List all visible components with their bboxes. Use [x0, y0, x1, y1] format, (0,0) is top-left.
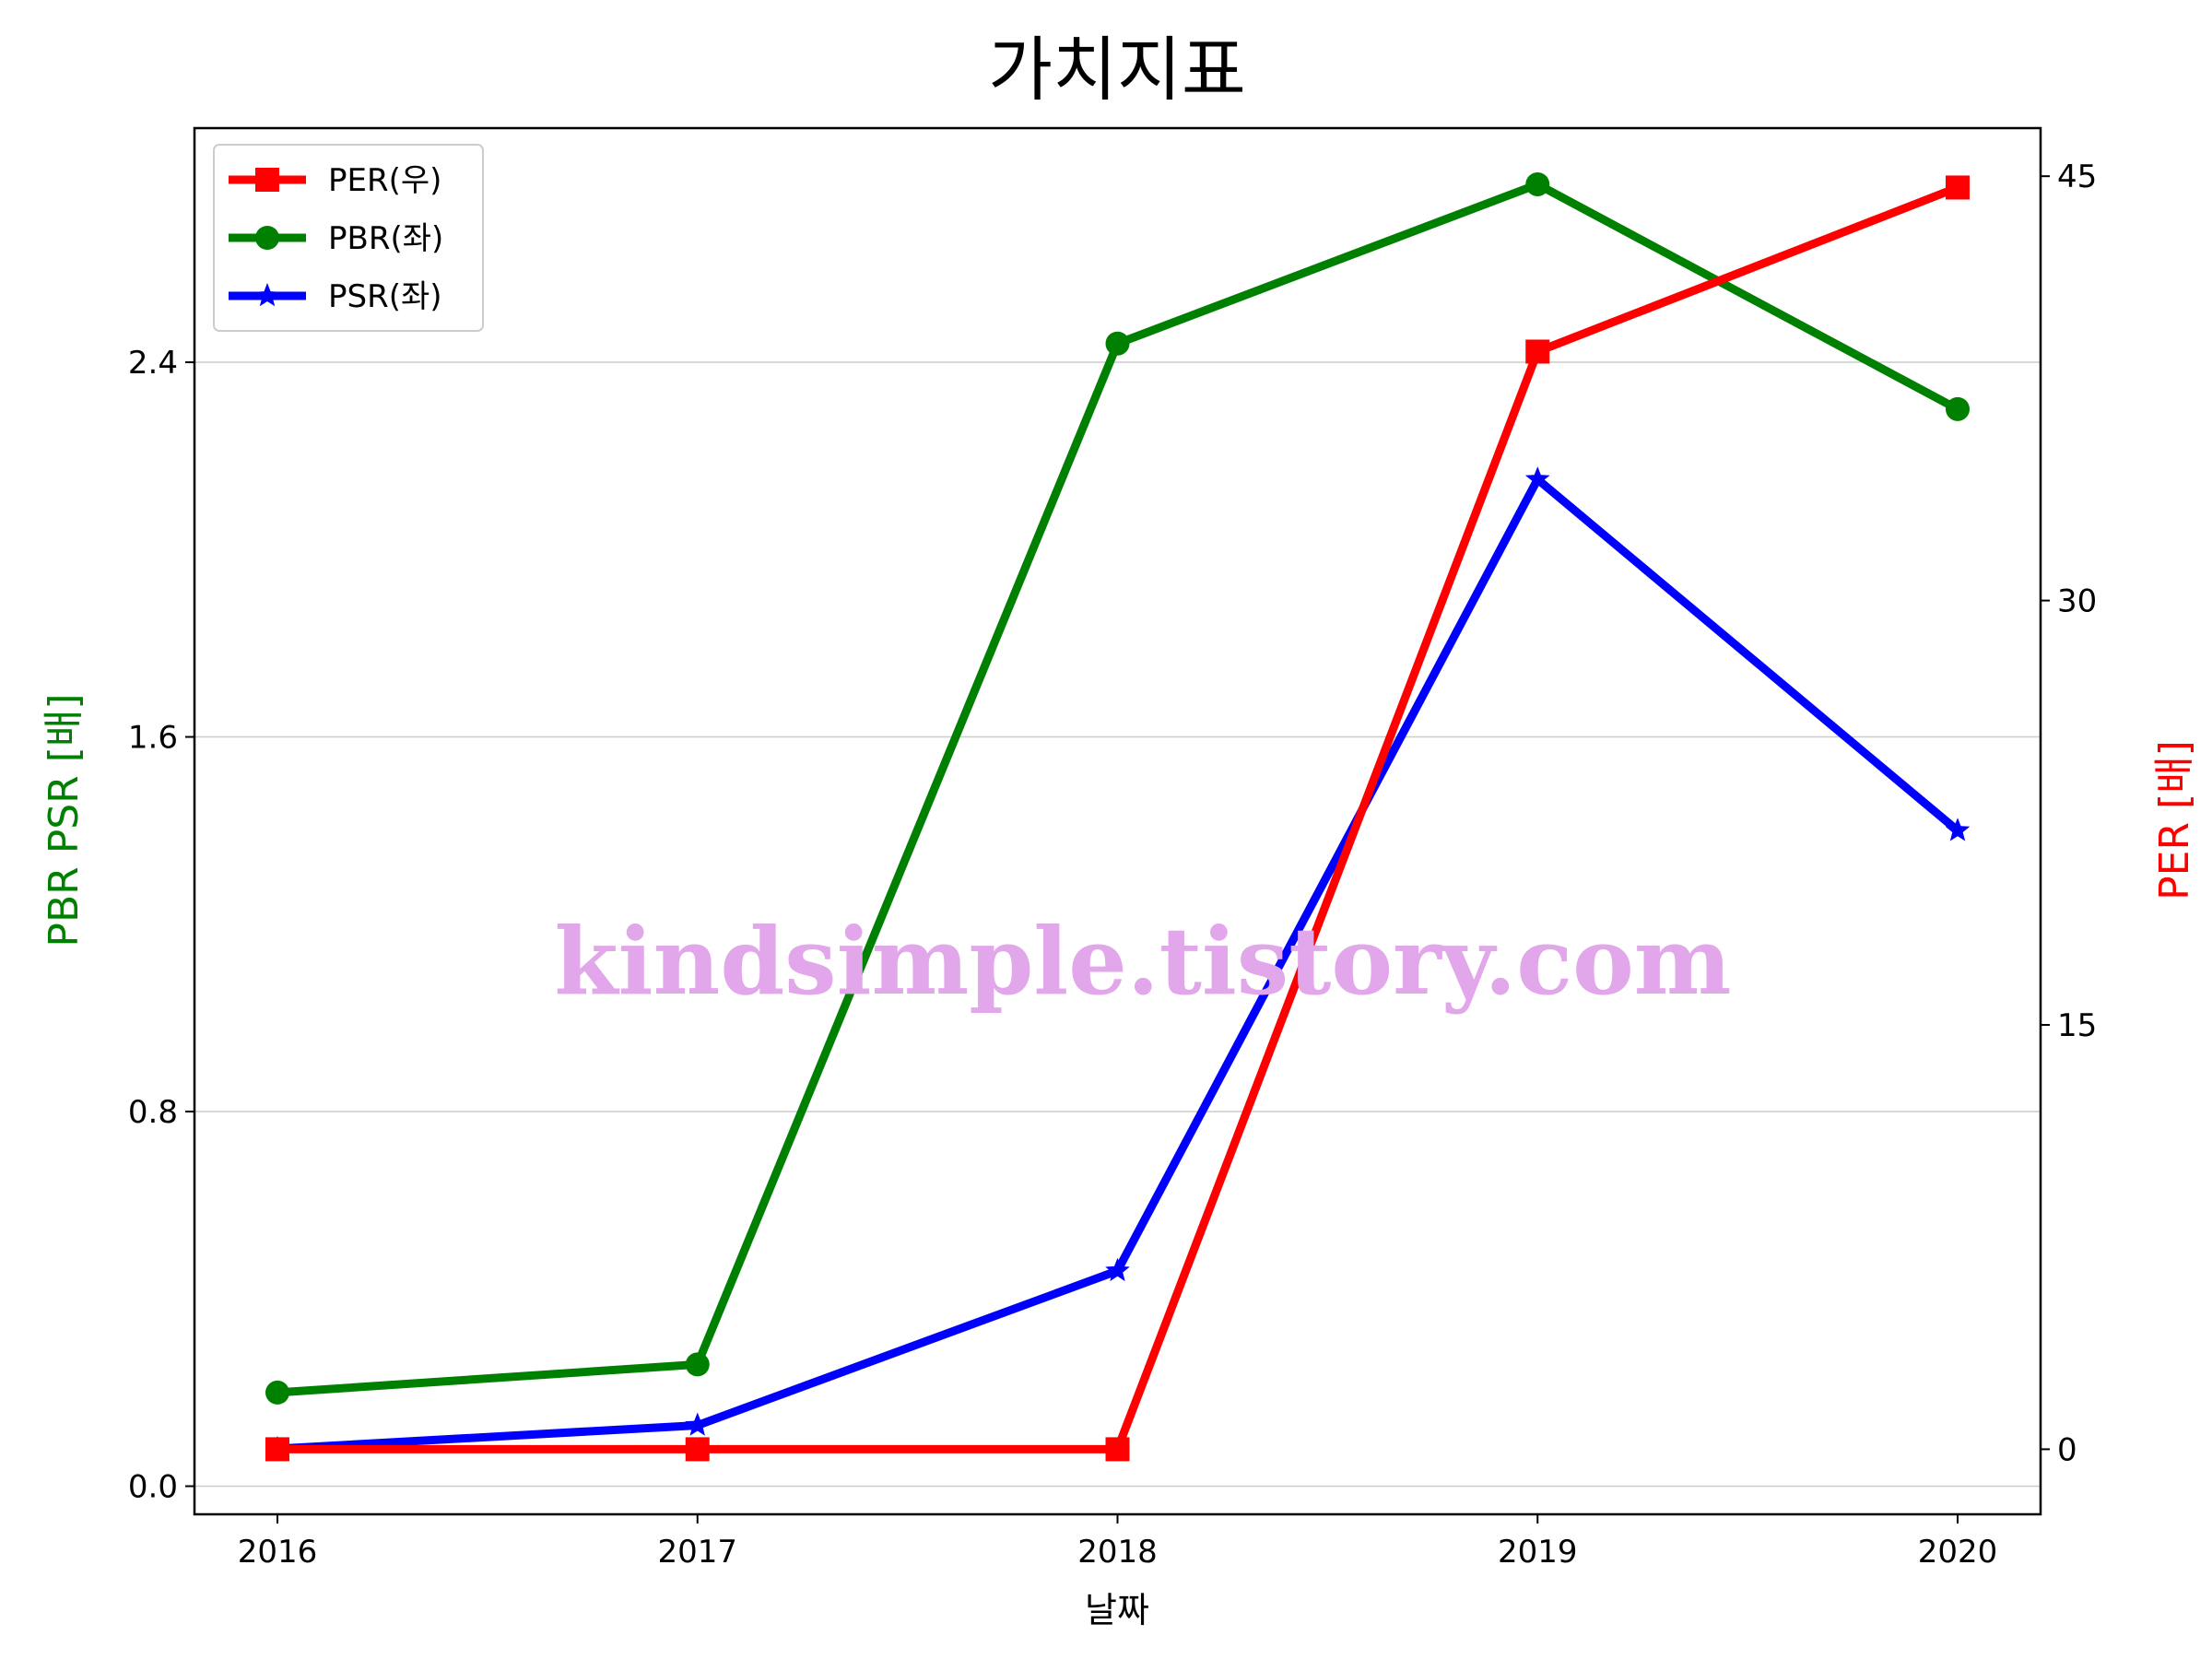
data-point-per: [265, 1437, 289, 1462]
legend-marker-psr: [254, 283, 280, 307]
x-tick-label: 2020: [1918, 1534, 1998, 1571]
data-point-per: [1105, 1437, 1130, 1462]
data-point-per: [1525, 339, 1550, 364]
data-point-pbr: [1525, 171, 1550, 196]
x-tick-label: 2016: [238, 1534, 318, 1571]
series-layer: [265, 171, 1971, 1462]
data-point-pbr: [1105, 331, 1130, 356]
y-right-tick-label: 0: [2057, 1431, 2077, 1468]
legend-label-psr: PSR(좌): [328, 278, 442, 315]
y-right-tick-label: 15: [2057, 1007, 2097, 1044]
y-left-tick-label: 1.6: [128, 720, 178, 757]
data-point-pbr: [265, 1380, 289, 1405]
data-point-psr: [1105, 1257, 1130, 1282]
legend-box: [213, 144, 484, 332]
y-axis-label-left: PBR PSR [배]: [41, 693, 88, 947]
grid-lines: [194, 361, 2041, 1488]
data-point-psr: [685, 1412, 711, 1436]
x-tick-label: 2019: [1498, 1534, 1578, 1571]
y-axis-label-right: PER [배]: [2151, 740, 2198, 900]
watermark: kindsimple.tistory.com: [554, 907, 1731, 1016]
x-tick-label: 2018: [1077, 1534, 1158, 1571]
y-right-tick-label: 45: [2057, 159, 2097, 195]
legend-label-per: PER(우): [328, 162, 441, 199]
data-point-pbr: [685, 1352, 710, 1377]
data-point-psr: [1524, 466, 1550, 490]
y-left-tick-label: 2.4: [128, 345, 178, 382]
x-tick-label: 2017: [657, 1534, 737, 1571]
y-left-tick-label: 0.8: [128, 1094, 178, 1131]
axes: 0.0 0.8 1.6 2.4 0 15 30 45 2016 2017 2018 2019 2020: [128, 159, 2097, 1571]
data-point-pbr: [1946, 396, 1970, 421]
data-point-per: [1946, 175, 1970, 200]
data-point-per: [685, 1437, 710, 1462]
chart-title: 가치지표: [988, 29, 1246, 111]
x-axis-label: 날짜: [1085, 1590, 1149, 1630]
y-left-tick-label: 0.0: [128, 1469, 178, 1506]
y-right-tick-label: 30: [2057, 583, 2097, 620]
legend-marker-per: [255, 168, 279, 192]
data-point-psr: [1945, 818, 1971, 841]
legend-label-pbr: PBR(좌): [328, 220, 443, 257]
legend-marker-pbr: [255, 226, 279, 250]
legend: PER(우) PBR(좌) PSR(좌): [213, 144, 484, 332]
